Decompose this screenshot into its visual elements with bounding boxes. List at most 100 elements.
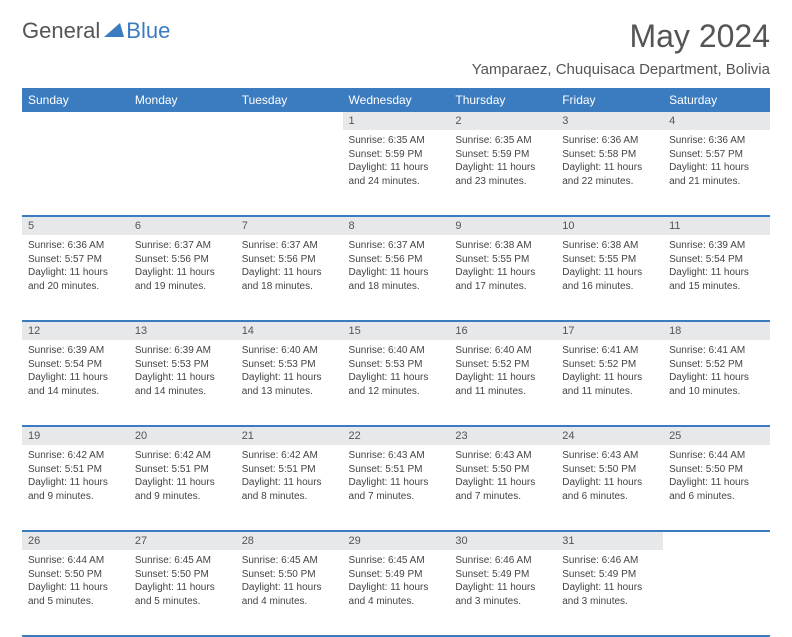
sunrise-line: Sunrise: 6:38 AM bbox=[455, 240, 531, 251]
sunrise-line: Sunrise: 6:45 AM bbox=[349, 555, 425, 566]
sunrise-line: Sunrise: 6:36 AM bbox=[28, 240, 104, 251]
day-number: 1 bbox=[343, 112, 450, 130]
daylight-line: Daylight: 11 hours and 6 minutes. bbox=[562, 477, 642, 502]
day-number: 15 bbox=[343, 322, 450, 340]
calendar-cell: Sunrise: 6:35 AMSunset: 5:59 PMDaylight:… bbox=[343, 130, 450, 216]
day-details: Sunrise: 6:36 AMSunset: 5:58 PMDaylight:… bbox=[556, 130, 663, 194]
weekday-header: Tuesday bbox=[236, 88, 343, 112]
day-number: 29 bbox=[343, 532, 450, 550]
day-details: Sunrise: 6:42 AMSunset: 5:51 PMDaylight:… bbox=[22, 445, 129, 509]
day-details: Sunrise: 6:38 AM Sunset: 5:55 PM Daylight:… bbox=[449, 235, 556, 299]
sunrise-line: Sunrise: 6:40 AM bbox=[349, 345, 425, 356]
sunrise-line: Sunrise: 6:39 AM bbox=[135, 345, 211, 356]
day-details: Sunrise: 6:41 AMSunset: 5:52 PMDaylight:… bbox=[663, 340, 770, 404]
sunrise-line: Sunrise: 6:37 AM bbox=[135, 240, 211, 251]
header: General Blue May 2024 Yamparaez, Chuquis… bbox=[22, 18, 770, 78]
day-number: 5 bbox=[22, 217, 129, 235]
calendar-cell: Sunrise: 6:37 AM Sunset: 5:56 PM Daylight:… bbox=[236, 235, 343, 321]
daylight-line: Daylight: 11 hours and 13 minutes. bbox=[242, 372, 322, 397]
day-details: Sunrise: 6:38 AMSunset: 5:55 PMDaylight:… bbox=[556, 235, 663, 299]
sunset-line: Sunset: 5:55 PM bbox=[455, 254, 529, 265]
calendar-cell: Sunrise: 6:36 AMSunset: 5:58 PMDaylight:… bbox=[556, 130, 663, 216]
calendar-cell: Sunrise: 6:43 AMSunset: 5:51 PMDaylight:… bbox=[343, 445, 450, 531]
daylight-line: Daylight: 11 hours and 11 minutes. bbox=[562, 372, 642, 397]
day-details: Sunrise: 6:45 AMSunset: 5:49 PMDaylight:… bbox=[343, 550, 450, 614]
day-number bbox=[236, 112, 343, 118]
calendar-cell: Sunrise: 6:44 AMSunset: 5:50 PMDaylight:… bbox=[22, 550, 129, 636]
calendar-cell: Sunrise: 6:45 AMSunset: 5:50 PMDaylight:… bbox=[129, 550, 236, 636]
daylight-line: Daylight: 11 hours and 3 minutes. bbox=[455, 582, 535, 607]
day-number bbox=[22, 112, 129, 118]
sunset-line: Sunset: 5:51 PM bbox=[349, 464, 423, 475]
day-number: 6 bbox=[129, 217, 236, 235]
sunrise-line: Sunrise: 6:37 AM bbox=[349, 240, 425, 251]
day-number: 24 bbox=[556, 427, 663, 445]
day-details: Sunrise: 6:37 AMSunset: 5:56 PMDaylight:… bbox=[343, 235, 450, 299]
sunrise-line: Sunrise: 6:43 AM bbox=[562, 450, 638, 461]
sunset-line: Sunset: 5:49 PM bbox=[455, 569, 529, 580]
sunrise-line: Sunrise: 6:37 AM bbox=[242, 240, 318, 251]
sunset-line: Sunset: 5:53 PM bbox=[349, 359, 423, 370]
weekday-header: Wednesday bbox=[343, 88, 450, 112]
sunset-line: Sunset: 5:53 PM bbox=[242, 359, 316, 370]
calendar-cell bbox=[236, 130, 343, 216]
daylight-line: Daylight: 11 hours and 24 minutes. bbox=[349, 162, 429, 187]
sunrise-line: Sunrise: 6:46 AM bbox=[562, 555, 638, 566]
day-details: Sunrise: 6:40 AMSunset: 5:52 PMDaylight:… bbox=[449, 340, 556, 404]
sunset-line: Sunset: 5:52 PM bbox=[562, 359, 636, 370]
day-number: 30 bbox=[449, 532, 556, 550]
sunrise-line: Sunrise: 6:35 AM bbox=[349, 135, 425, 146]
daylight-line: Daylight: 11 hours and 5 minutes. bbox=[28, 582, 108, 607]
calendar-cell: Sunrise: 6:38 AM Sunset: 5:55 PM Daylight:… bbox=[449, 235, 556, 321]
day-number: 7 bbox=[236, 217, 343, 235]
day-details: Sunrise: 6:43 AMSunset: 5:50 PMDaylight:… bbox=[449, 445, 556, 509]
sunrise-line: Sunrise: 6:44 AM bbox=[669, 450, 745, 461]
calendar-cell: Sunrise: 6:45 AMSunset: 5:49 PMDaylight:… bbox=[343, 550, 450, 636]
day-number: 20 bbox=[129, 427, 236, 445]
calendar-table: SundayMondayTuesdayWednesdayThursdayFrid… bbox=[22, 88, 770, 637]
daylight-line: Daylight: 11 hours and 10 minutes. bbox=[669, 372, 749, 397]
calendar-cell: Sunrise: 6:43 AMSunset: 5:50 PMDaylight:… bbox=[556, 445, 663, 531]
day-details: Sunrise: 6:41 AMSunset: 5:52 PMDaylight:… bbox=[556, 340, 663, 404]
day-details: Sunrise: 6:44 AMSunset: 5:50 PMDaylight:… bbox=[22, 550, 129, 614]
day-details: Sunrise: 6:42 AMSunset: 5:51 PMDaylight:… bbox=[129, 445, 236, 509]
day-number: 10 bbox=[556, 217, 663, 235]
daylight-line: Daylight: 11 hours and 4 minutes. bbox=[242, 582, 322, 607]
day-number: 25 bbox=[663, 427, 770, 445]
logo: General Blue bbox=[22, 18, 170, 44]
day-number: 26 bbox=[22, 532, 129, 550]
sunrise-line: Sunrise: 6:41 AM bbox=[669, 345, 745, 356]
calendar-cell bbox=[22, 130, 129, 216]
day-number: 18 bbox=[663, 322, 770, 340]
day-details: Sunrise: 6:37 AM Sunset: 5:56 PM Daylight:… bbox=[236, 235, 343, 299]
day-number: 31 bbox=[556, 532, 663, 550]
sunrise-line: Sunrise: 6:43 AM bbox=[455, 450, 531, 461]
sunset-line: Sunset: 5:53 PM bbox=[135, 359, 209, 370]
sunset-line: Sunset: 5:56 PM bbox=[242, 254, 316, 265]
day-details: Sunrise: 6:42 AMSunset: 5:51 PMDaylight:… bbox=[236, 445, 343, 509]
daylight-line: Daylight: 11 hours and 23 minutes. bbox=[455, 162, 535, 187]
day-details: Sunrise: 6:40 AMSunset: 5:53 PMDaylight:… bbox=[343, 340, 450, 404]
sunrise-line: Sunrise: 6:44 AM bbox=[28, 555, 104, 566]
sunrise-line: Sunrise: 6:42 AM bbox=[28, 450, 104, 461]
day-details: Sunrise: 6:43 AMSunset: 5:51 PMDaylight:… bbox=[343, 445, 450, 509]
calendar-cell: Sunrise: 6:40 AMSunset: 5:52 PMDaylight:… bbox=[449, 340, 556, 426]
calendar-cell: Sunrise: 6:40 AMSunset: 5:53 PMDaylight:… bbox=[236, 340, 343, 426]
sunset-line: Sunset: 5:57 PM bbox=[28, 254, 102, 265]
sunset-line: Sunset: 5:49 PM bbox=[349, 569, 423, 580]
day-details: Sunrise: 6:39 AMSunset: 5:53 PMDaylight:… bbox=[129, 340, 236, 404]
daylight-line: Daylight: 11 hours and 18 minutes. bbox=[242, 267, 322, 292]
calendar-cell: Sunrise: 6:39 AMSunset: 5:54 PMDaylight:… bbox=[663, 235, 770, 321]
daylight-line: Daylight: 11 hours and 18 minutes. bbox=[349, 267, 429, 292]
day-number: 2 bbox=[449, 112, 556, 130]
calendar-cell: Sunrise: 6:35 AMSunset: 5:59 PMDaylight:… bbox=[449, 130, 556, 216]
day-details: Sunrise: 6:45 AMSunset: 5:50 PMDaylight:… bbox=[236, 550, 343, 614]
weekday-header: Sunday bbox=[22, 88, 129, 112]
calendar-cell: Sunrise: 6:44 AMSunset: 5:50 PMDaylight:… bbox=[663, 445, 770, 531]
sunset-line: Sunset: 5:50 PM bbox=[242, 569, 316, 580]
sunset-line: Sunset: 5:52 PM bbox=[455, 359, 529, 370]
calendar-cell: Sunrise: 6:39 AMSunset: 5:54 PMDaylight:… bbox=[22, 340, 129, 426]
daylight-line: Daylight: 11 hours and 17 minutes. bbox=[455, 267, 535, 292]
daylight-line: Daylight: 11 hours and 5 minutes. bbox=[135, 582, 215, 607]
day-details: Sunrise: 6:46 AMSunset: 5:49 PMDaylight:… bbox=[556, 550, 663, 614]
